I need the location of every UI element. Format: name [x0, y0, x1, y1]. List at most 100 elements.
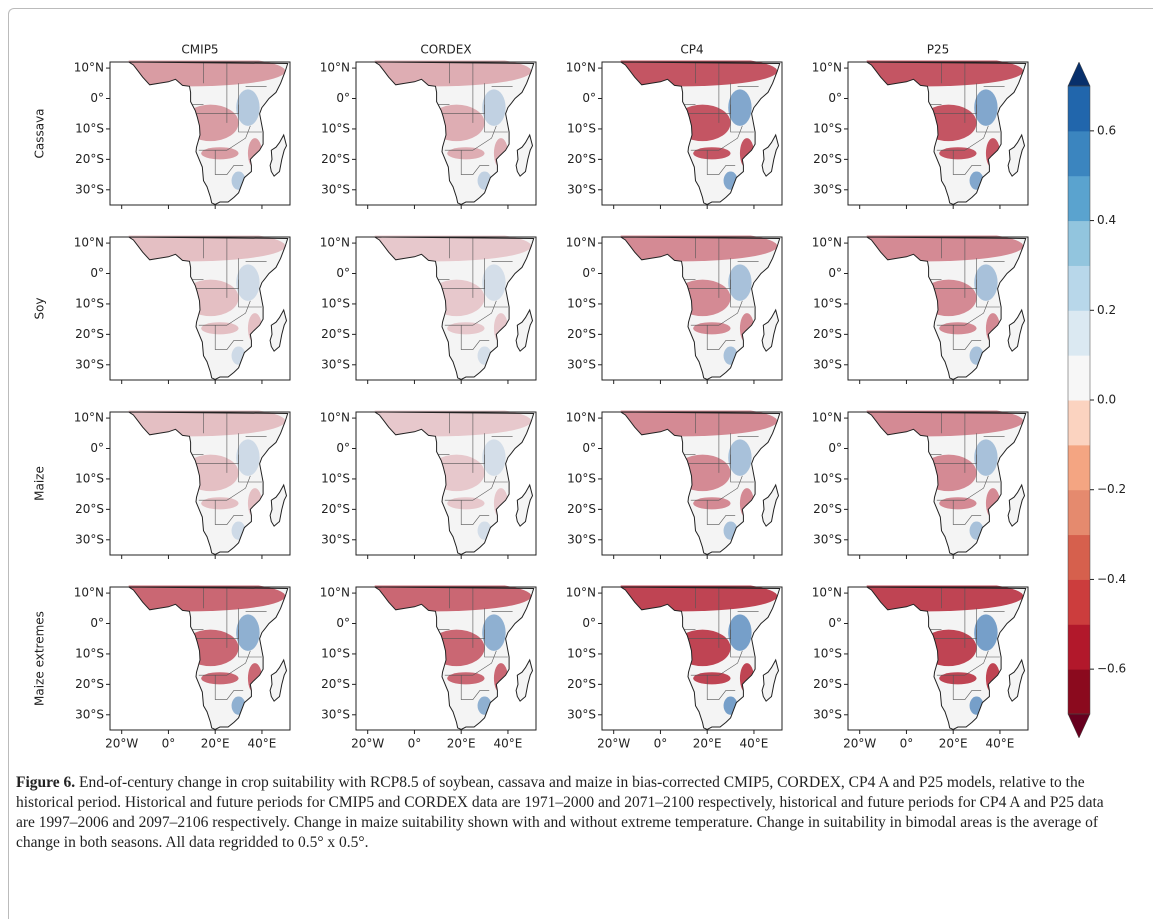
- border: [214, 500, 244, 525]
- border: [238, 454, 262, 483]
- lat-tick-label: 10°N: [320, 236, 350, 250]
- column-title: P25: [927, 43, 950, 57]
- lat-tick-label: 20°S: [321, 152, 350, 166]
- lat-tick-label: 20°S: [75, 327, 104, 341]
- change-area: [482, 439, 506, 476]
- lat-tick-label: 10°S: [75, 646, 104, 660]
- lat-tick-label: 0°: [582, 266, 596, 280]
- border: [952, 500, 982, 525]
- lat-tick-label: 0°: [336, 91, 350, 105]
- row-label: Soy: [33, 297, 47, 319]
- colorbar-band: [1068, 579, 1090, 625]
- lat-tick-label: 20°S: [813, 327, 842, 341]
- coastline: [269, 308, 288, 352]
- lat-tick-label: 10°N: [320, 586, 350, 600]
- lat-tick-label: 20°S: [75, 677, 104, 691]
- lat-tick-label: 10°N: [566, 61, 596, 75]
- coastline: [864, 411, 1027, 555]
- map-frame: [847, 411, 1029, 556]
- border: [484, 279, 508, 308]
- coastline: [126, 586, 289, 730]
- lat-tick-label: 10°N: [812, 586, 842, 600]
- border: [706, 675, 736, 700]
- coastline: [372, 61, 535, 205]
- lon-tick-label: 20°E: [693, 737, 722, 751]
- lat-tick-label: 10°S: [567, 121, 596, 135]
- border: [730, 454, 754, 483]
- border: [976, 279, 1000, 308]
- lat-tick-label: 20°S: [813, 152, 842, 166]
- change-area: [447, 497, 485, 510]
- change-area: [447, 672, 485, 685]
- coastline: [618, 236, 781, 380]
- change-area: [974, 439, 998, 476]
- lat-tick-label: 30°S: [321, 182, 350, 196]
- colorbar-tick-label: 0.0: [1097, 393, 1116, 407]
- lat-tick-label: 0°: [828, 616, 842, 630]
- change-area: [974, 614, 998, 651]
- lat-tick-label: 20°S: [567, 677, 596, 691]
- change-area: [236, 264, 260, 301]
- lat-tick-label: 30°S: [321, 532, 350, 546]
- coastline: [864, 586, 1027, 730]
- border: [730, 279, 754, 308]
- lat-tick-label: 0°: [582, 616, 596, 630]
- border: [706, 325, 736, 350]
- coastline: [269, 133, 288, 177]
- lon-tick-label: 40°E: [248, 737, 277, 751]
- change-area: [201, 322, 239, 335]
- map-frame: [601, 236, 783, 381]
- lat-tick-label: 30°S: [813, 357, 842, 371]
- border: [460, 325, 490, 350]
- lat-tick-label: 0°: [336, 266, 350, 280]
- lat-tick-label: 20°S: [321, 502, 350, 516]
- lon-tick-label: 0°: [162, 737, 176, 751]
- column-title: CP4: [680, 43, 703, 57]
- border: [976, 454, 1000, 483]
- lat-tick-label: 10°S: [321, 296, 350, 310]
- lat-tick-label: 10°S: [567, 471, 596, 485]
- change-area: [482, 614, 506, 651]
- map-frame: [847, 61, 1029, 206]
- lon-tick-label: 20°E: [939, 737, 968, 751]
- lat-tick-label: 0°: [828, 266, 842, 280]
- colorbar-band: [1068, 265, 1090, 311]
- change-area: [201, 672, 239, 685]
- lat-tick-label: 0°: [336, 616, 350, 630]
- map-frame: [355, 61, 537, 206]
- change-area: [693, 322, 731, 335]
- border: [484, 104, 508, 133]
- map-frame: [601, 586, 783, 731]
- border: [730, 104, 754, 133]
- coastline: [618, 411, 781, 555]
- lat-tick-label: 10°S: [567, 296, 596, 310]
- lat-tick-label: 0°: [582, 91, 596, 105]
- map-frame: [355, 236, 537, 381]
- change-area: [939, 322, 977, 335]
- colorbar-band: [1068, 310, 1090, 356]
- lon-tick-label: 20°W: [351, 737, 384, 751]
- lat-tick-label: 30°S: [75, 532, 104, 546]
- change-area: [728, 264, 752, 301]
- change-area: [939, 672, 977, 685]
- change-area: [482, 89, 506, 126]
- map-frame: [355, 411, 537, 556]
- lat-tick-label: 0°: [90, 91, 104, 105]
- border: [460, 675, 490, 700]
- lon-tick-label: 20°W: [843, 737, 876, 751]
- row-label: Maize: [33, 466, 47, 501]
- lat-tick-label: 10°N: [812, 411, 842, 425]
- border: [706, 150, 736, 175]
- coastline: [515, 133, 534, 177]
- lat-tick-label: 30°S: [75, 707, 104, 721]
- coastline: [1007, 483, 1026, 527]
- change-area: [693, 147, 731, 160]
- change-area: [939, 497, 977, 510]
- map-frame: [355, 586, 537, 731]
- change-area: [236, 89, 260, 126]
- lat-tick-label: 10°N: [812, 61, 842, 75]
- coastline: [864, 236, 1027, 380]
- coastline: [864, 61, 1027, 205]
- lat-tick-label: 30°S: [567, 182, 596, 196]
- change-area: [939, 147, 977, 160]
